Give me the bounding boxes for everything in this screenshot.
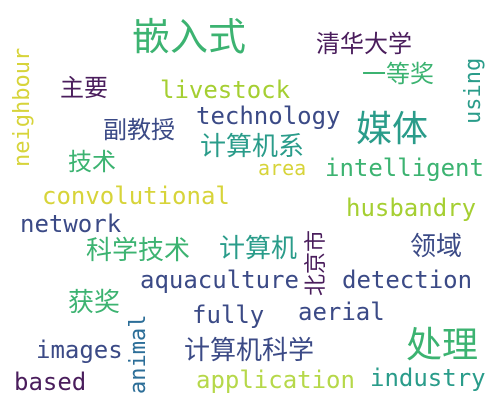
word-aquaculture: aquaculture	[140, 266, 299, 294]
word-cs-department: 计算机系	[200, 132, 305, 162]
word-award: 获奖	[68, 288, 121, 318]
word-convolutional: convolutional	[42, 182, 230, 210]
word-intelligent: intelligent	[325, 154, 484, 182]
word-industry: industry	[370, 364, 486, 392]
word-based: based	[14, 368, 87, 396]
word-animal: animal	[126, 314, 151, 394]
word-husbandry: husbandry	[346, 194, 477, 222]
word-processing: 处理	[406, 325, 479, 366]
word-beijing: 北京市	[304, 229, 329, 296]
word-technology: technology	[196, 102, 341, 130]
word-tsinghua-university: 清华大学	[316, 30, 412, 58]
word-main: 主要	[60, 74, 108, 102]
word-detection: detection	[342, 266, 473, 294]
word-livestock: livestock	[160, 76, 291, 104]
word-embedded: 嵌入式	[132, 15, 247, 59]
word-using: using	[461, 57, 486, 124]
word-science-technology: 科学技术	[86, 236, 191, 266]
word-domain: 领域	[410, 232, 463, 262]
word-media: 媒体	[356, 109, 429, 150]
word-network: network	[20, 210, 122, 238]
word-first-prize: 一等奖	[362, 60, 434, 88]
word-computer: 计算机	[219, 234, 298, 264]
word-application: application	[196, 366, 355, 394]
word-associate-professor: 副教授	[103, 116, 175, 144]
word-technique: 技术	[68, 148, 116, 176]
word-images: images	[36, 336, 123, 364]
word-neighbour: neighbour	[10, 47, 35, 167]
word-fully: fully	[192, 301, 265, 329]
word-computer-science: 计算机科学	[184, 336, 315, 366]
word-area: area	[258, 156, 307, 180]
word-aerial: aerial	[298, 298, 385, 326]
